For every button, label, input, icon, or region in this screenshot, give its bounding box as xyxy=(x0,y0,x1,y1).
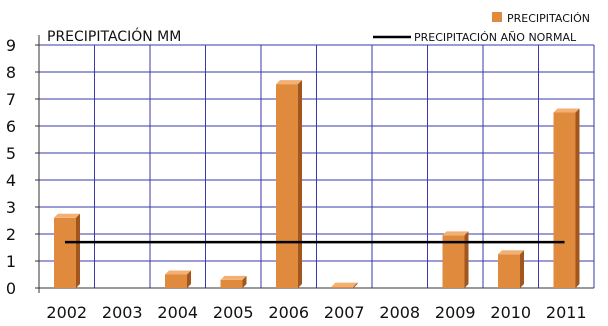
bar xyxy=(442,231,469,288)
tick-labels: 0 1 2 3 4 5 6 7 8 9 2002 2003 2004 2005 2006 2007 2008 20… xyxy=(6,36,587,322)
bar xyxy=(165,270,191,288)
x-tick-label: 2010 xyxy=(490,303,531,321)
bar xyxy=(54,213,80,288)
legend: PRECIPITACIÓN PRECIPITACIÓN AÑO NORMAL xyxy=(373,12,590,44)
bar-side xyxy=(353,282,358,288)
bar-side xyxy=(242,275,247,288)
x-tick-label: 2008 xyxy=(379,303,420,321)
bar-top xyxy=(553,108,580,113)
bar-top xyxy=(442,231,469,236)
x-tick-label: 2002 xyxy=(46,303,87,321)
bar xyxy=(220,275,247,288)
bar-top xyxy=(54,213,80,218)
y-tick-label: 6 xyxy=(6,117,16,136)
bar-top xyxy=(220,275,247,280)
bar xyxy=(331,282,358,288)
bar-top xyxy=(331,282,358,287)
x-tick-label: 2004 xyxy=(157,303,198,321)
bar-top xyxy=(165,270,191,275)
bar-front xyxy=(553,112,576,288)
bar-front xyxy=(442,235,465,288)
bar-front xyxy=(331,286,354,288)
bar-front xyxy=(54,217,76,288)
y-tick-label: 5 xyxy=(6,144,16,163)
bar-side xyxy=(464,231,469,288)
x-tick-label: 2009 xyxy=(435,303,476,321)
y-tick-label: 3 xyxy=(6,198,16,217)
bar-side xyxy=(520,250,524,288)
bar-series xyxy=(54,80,580,289)
bar xyxy=(276,80,302,289)
legend-label-precipitation: PRECIPITACIÓN xyxy=(507,12,590,25)
y-tick-label: 7 xyxy=(6,90,16,109)
bar-front xyxy=(498,254,520,288)
bar xyxy=(553,108,580,288)
legend-swatch-precipitation xyxy=(492,12,502,22)
bar xyxy=(498,250,524,288)
legend-label-normal: PRECIPITACIÓN AÑO NORMAL xyxy=(414,31,577,44)
bar-front xyxy=(220,279,243,288)
x-tick-label: 2007 xyxy=(324,303,365,321)
chart-title: PRECIPITACIÓN MM xyxy=(47,27,181,45)
x-tick-label: 2005 xyxy=(213,303,254,321)
bar-top xyxy=(276,80,302,85)
grid xyxy=(39,44,595,288)
y-tick-label: 0 xyxy=(6,279,16,298)
bar-side xyxy=(298,80,302,289)
x-tick-label: 2003 xyxy=(102,303,143,321)
y-tick-label: 1 xyxy=(6,252,16,271)
bar-front xyxy=(276,84,298,289)
bar-side xyxy=(187,270,191,288)
bar-top xyxy=(498,250,524,255)
y-tick-label: 2 xyxy=(6,225,16,244)
bar-front xyxy=(165,274,187,288)
y-tick-label: 8 xyxy=(6,63,16,82)
y-tick-label: 9 xyxy=(6,36,16,55)
x-tick-label: 2006 xyxy=(268,303,309,321)
bar-side xyxy=(575,108,580,288)
bar-side xyxy=(76,213,80,288)
x-tick-label: 2011 xyxy=(546,303,587,321)
y-tick-label: 4 xyxy=(6,171,16,190)
